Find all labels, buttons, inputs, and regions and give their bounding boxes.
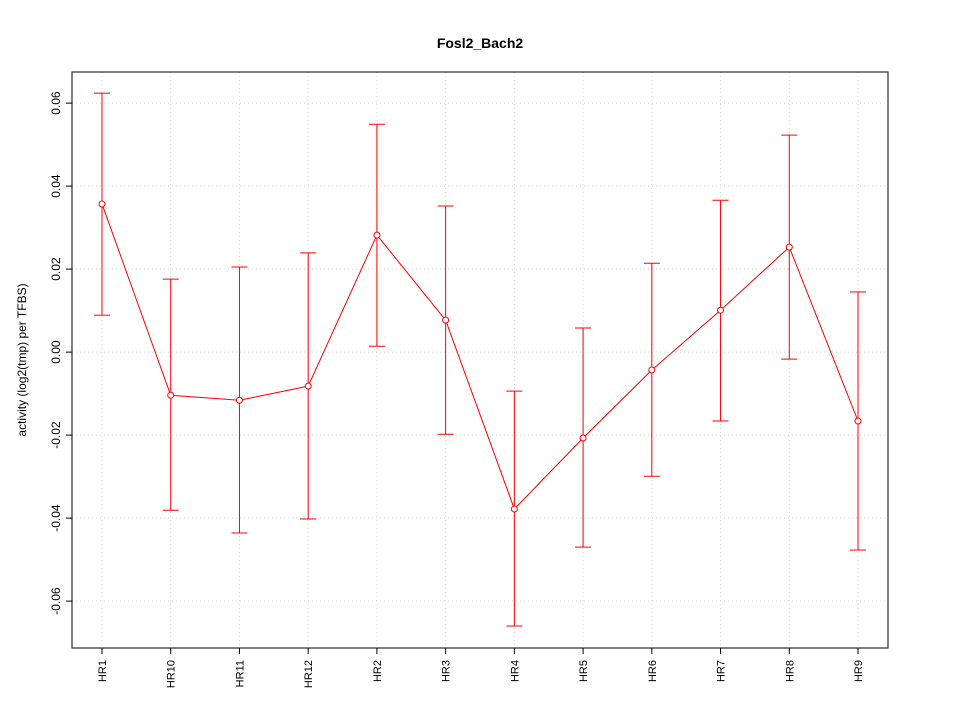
data-point (167, 391, 175, 399)
data-point (442, 316, 450, 324)
data-point (373, 231, 381, 239)
series-line (101, 203, 859, 510)
x-tick-label: HR3 (441, 660, 453, 682)
x-tick-label: HR8 (784, 660, 796, 682)
y-tick-label: 0.06 (49, 91, 63, 115)
y-axis-label: activity (log2(tmp) per TFBS) (15, 283, 29, 436)
data-point (717, 306, 725, 314)
data-point (579, 434, 587, 442)
x-tick-label: HR10 (166, 660, 178, 688)
x-tick-label: HR4 (509, 660, 521, 682)
y-tick-label: 0.04 (49, 174, 63, 198)
grid (72, 72, 888, 648)
plot-border (71, 71, 889, 649)
x-tick-label: HR6 (647, 660, 659, 682)
data-point (304, 382, 312, 390)
x-tick-label: HR5 (578, 660, 590, 682)
x-tick-label: HR11 (234, 660, 246, 687)
y-tick-label: 0.00 (49, 340, 63, 364)
data-point (98, 200, 106, 208)
marks (94, 92, 866, 627)
x-tick-label: HR2 (372, 660, 384, 682)
y-tick-label: 0.02 (49, 257, 63, 281)
y-tick-label: -0.04 (49, 504, 63, 532)
y-tick-label: -0.02 (49, 421, 63, 449)
y-tick-label: -0.06 (49, 587, 63, 615)
x-tick-label: HR12 (303, 660, 315, 688)
x-tick-label: HR9 (853, 660, 865, 682)
data-point (235, 396, 243, 404)
axes: HR1 HR10 HR11 HR12 HR2 HR3 HR4 HR5 HR6 HR7 HR8 HR9 0… (49, 91, 865, 688)
data-point (854, 417, 862, 425)
data-point (648, 366, 656, 374)
x-tick-label: HR1 (97, 660, 109, 682)
data-point (510, 505, 518, 513)
chart-title: Fosl2_Bach2 (437, 35, 524, 51)
data-point (785, 243, 793, 251)
x-tick-label: HR7 (716, 660, 728, 682)
